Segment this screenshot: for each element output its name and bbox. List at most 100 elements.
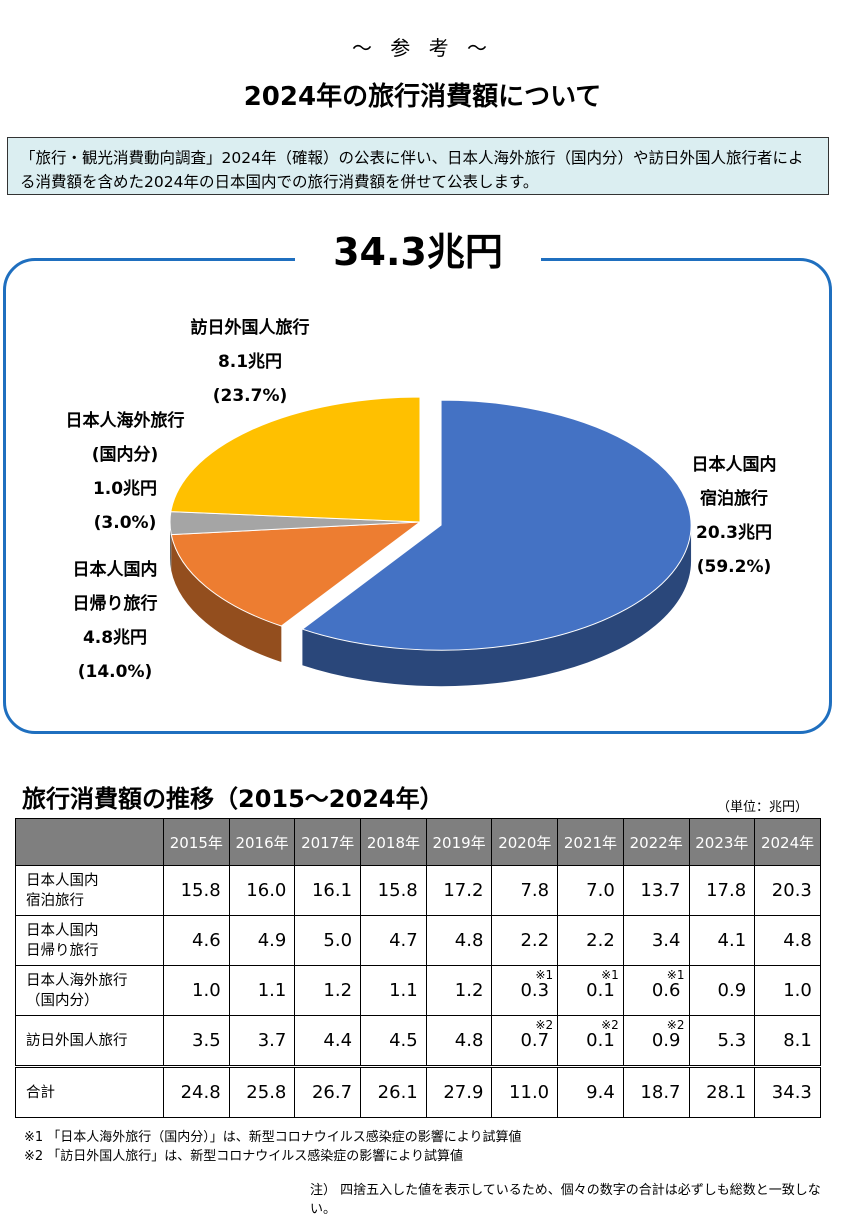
footnote-mark: ※1 bbox=[666, 968, 685, 982]
cell-value: 16.0 bbox=[246, 880, 287, 901]
table-cell: 11.0 bbox=[491, 1065, 559, 1118]
header-year: 2020年 bbox=[491, 818, 559, 866]
table-cell: ※1 0.1 bbox=[557, 965, 624, 1016]
header-year: 2021年 bbox=[557, 818, 624, 866]
label-daytrip-name2: 日帰り旅行 bbox=[72, 594, 158, 614]
pie-slice-daytrip-side bbox=[171, 534, 282, 663]
table-cell: 4.1 bbox=[688, 915, 756, 966]
cell-value: 17.2 bbox=[443, 880, 484, 901]
cell-value: 3.5 bbox=[192, 1030, 221, 1051]
footnote-mark: ※1 bbox=[535, 968, 554, 982]
label-inbound-name1: 訪日外国人旅行 bbox=[190, 318, 310, 338]
cell-value: 13.7 bbox=[640, 880, 681, 901]
table-row: 日本人国内 日帰り旅行 4.6 4.9 5.0 4.7 4.8 2.2 2.2 3.4 4.1 4.8 bbox=[15, 915, 821, 966]
row-label-line2: 日帰り旅行 bbox=[26, 942, 99, 959]
table-cell: 5.3 bbox=[688, 1015, 756, 1067]
table-cell: 1.1 bbox=[360, 965, 427, 1016]
cell-value: 3.4 bbox=[651, 930, 681, 951]
cell-value: 1.1 bbox=[389, 980, 418, 1001]
cell-value: 4.1 bbox=[717, 930, 747, 951]
footnote-mark: ※2 bbox=[535, 1018, 554, 1032]
table-cell: 3.4 bbox=[622, 915, 690, 966]
total-amount: 34.3兆円 bbox=[295, 226, 541, 278]
table-cell: 17.2 bbox=[425, 865, 493, 916]
row-label-line1: 日本人国内 bbox=[26, 922, 99, 939]
pie-slice-daytrip bbox=[170, 521, 422, 627]
unit-note: （単位：兆円） bbox=[717, 800, 809, 815]
table-cell: 9.4 bbox=[557, 1065, 624, 1118]
label-overnight-amount: 20.3兆円 bbox=[696, 523, 772, 543]
table-row: 日本人海外旅行 （国内分） 1.0 1.1 1.2 1.1 1.2 ※1 0.3 ※1 0.1 ※1 0… bbox=[15, 965, 821, 1016]
cell-value: 11.0 bbox=[509, 1082, 550, 1103]
label-overnight-name1: 日本人国内 bbox=[691, 455, 777, 475]
cell-value: 28.1 bbox=[706, 1082, 747, 1103]
cell-value: 0.1 bbox=[586, 1030, 615, 1051]
row-label-line1: 日本人国内 bbox=[26, 872, 99, 889]
table-cell: 26.7 bbox=[294, 1065, 362, 1118]
pie-slice-inbound bbox=[170, 396, 421, 523]
table-cell: 7.0 bbox=[557, 865, 624, 916]
table-cell: ※2 0.9 bbox=[622, 1015, 690, 1067]
label-outbound-name2: (国内分) bbox=[91, 445, 159, 465]
page-title: 2024年の旅行消費額について bbox=[243, 82, 602, 112]
table-cell: 34.3 bbox=[754, 1065, 821, 1118]
cell-value: 1.2 bbox=[454, 980, 484, 1001]
label-inbound-amount: 8.1兆円 bbox=[217, 352, 283, 372]
table-cell: 3.7 bbox=[228, 1015, 296, 1067]
table-cell: 20.3 bbox=[754, 865, 821, 916]
label-inbound: 訪日外国人旅行 8.1兆円 (23.7%) bbox=[170, 311, 330, 413]
cell-value: 0.9 bbox=[717, 980, 747, 1001]
header-year: 2023年 bbox=[688, 818, 756, 866]
table-cell: 4.8 bbox=[425, 915, 493, 966]
table-cell: 15.8 bbox=[360, 865, 427, 916]
row-label-line1: 合計 bbox=[26, 1084, 55, 1101]
table-row: 合計 24.8 25.8 26.7 26.1 27.9 11.0 9.4 18.7 28.1 34.… bbox=[15, 1065, 821, 1118]
row-label-line2: 宿泊旅行 bbox=[26, 892, 84, 909]
row-label-line1: 訪日外国人旅行 bbox=[26, 1032, 128, 1049]
table-cell: 0.9 bbox=[688, 965, 756, 1016]
cell-value: 1.2 bbox=[323, 980, 353, 1001]
header-year: 2018年 bbox=[360, 818, 427, 866]
table-cell: 2.2 bbox=[557, 915, 624, 966]
header-year: 2017年 bbox=[294, 818, 362, 866]
table-cell: 4.9 bbox=[228, 915, 296, 966]
table-cell: 1.0 bbox=[754, 965, 821, 1016]
label-daytrip-share: (14.0%) bbox=[77, 662, 153, 682]
cell-value: 5.3 bbox=[717, 1030, 747, 1051]
table-cell: ※1 0.3 bbox=[491, 965, 559, 1016]
table-cell: 16.0 bbox=[228, 865, 296, 916]
cell-value: 4.4 bbox=[323, 1030, 353, 1051]
label-outbound-share: (3.0%) bbox=[93, 513, 157, 533]
trend-table: 2015年 2016年 2017年 2018年 2019年 2020年 2021… bbox=[15, 818, 821, 1118]
cell-value: 7.0 bbox=[586, 880, 615, 901]
cell-value: 4.9 bbox=[257, 930, 287, 951]
cell-value: 1.1 bbox=[257, 980, 287, 1001]
cell-value: 24.8 bbox=[180, 1082, 221, 1103]
cell-value: 2.2 bbox=[586, 930, 615, 951]
table-cell: 1.2 bbox=[425, 965, 493, 1016]
cell-value: 34.3 bbox=[771, 1082, 812, 1103]
table-cell: ※2 0.1 bbox=[557, 1015, 624, 1067]
row-label: 日本人国内 宿泊旅行 bbox=[15, 865, 164, 916]
table-cell: 16.1 bbox=[294, 865, 362, 916]
table-cell: 15.8 bbox=[163, 865, 230, 916]
cell-value: 27.9 bbox=[443, 1082, 484, 1103]
table-cell: 24.8 bbox=[163, 1065, 230, 1118]
cell-value: 4.8 bbox=[454, 1030, 484, 1051]
cell-value: 9.4 bbox=[586, 1082, 615, 1103]
footnote-mark: ※2 bbox=[666, 1018, 685, 1032]
table-cell: ※2 0.7 bbox=[491, 1015, 559, 1067]
cell-value: 0.7 bbox=[520, 1030, 550, 1051]
cell-value: 4.6 bbox=[192, 930, 221, 951]
header-year: 2024年 bbox=[754, 818, 821, 866]
table-cell: 2.2 bbox=[491, 915, 559, 966]
row-label: 日本人国内日帰り旅行 bbox=[15, 915, 164, 966]
table-cell: 8.1 bbox=[754, 1015, 821, 1067]
cell-value: 4.8 bbox=[454, 930, 484, 951]
cell-value: 2.2 bbox=[520, 930, 550, 951]
cell-value: 0.6 bbox=[651, 980, 681, 1001]
row-label: 合計 bbox=[15, 1065, 164, 1118]
cell-value: 16.1 bbox=[311, 880, 353, 901]
table-cell: 4.5 bbox=[360, 1015, 427, 1067]
header-year: 2015年 bbox=[163, 818, 230, 866]
